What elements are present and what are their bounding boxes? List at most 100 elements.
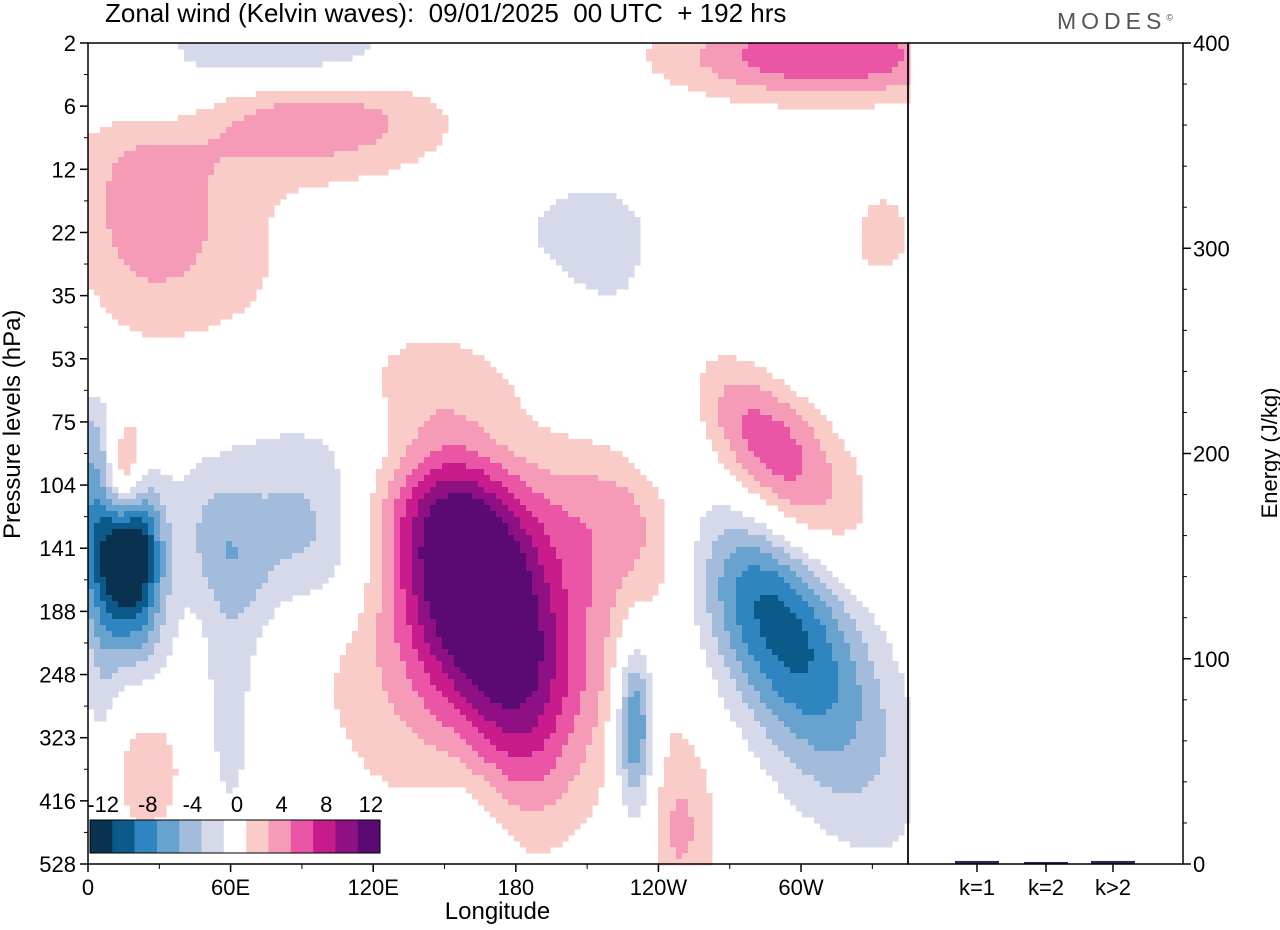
heat-cell xyxy=(442,451,449,458)
heat-cell xyxy=(460,613,467,620)
heat-cell xyxy=(448,631,455,638)
heat-cell xyxy=(142,619,149,626)
heat-cell xyxy=(436,607,443,614)
heat-cell xyxy=(490,775,497,782)
heat-cell xyxy=(436,415,443,422)
heat-cell xyxy=(382,613,389,620)
heat-cell xyxy=(478,739,485,746)
heat-cell xyxy=(238,673,245,680)
heat-cell xyxy=(316,541,323,548)
heat-cell xyxy=(502,415,509,422)
heat-cell xyxy=(478,361,485,368)
heat-cell xyxy=(196,133,203,140)
heat-cell xyxy=(406,379,413,386)
heat-cell xyxy=(166,253,173,260)
heat-cell xyxy=(328,55,335,62)
heat-cell xyxy=(214,721,221,728)
heat-cell xyxy=(274,121,281,128)
heat-cell xyxy=(502,529,509,536)
heat-cell xyxy=(334,145,341,152)
heat-cell xyxy=(154,511,161,518)
heat-cell xyxy=(406,649,413,656)
heat-cell xyxy=(286,541,293,548)
heat-cell xyxy=(340,703,347,710)
heat-cell xyxy=(304,133,311,140)
heat-cell xyxy=(472,517,479,524)
heat-cell xyxy=(400,349,407,356)
heat-cell xyxy=(172,523,179,530)
heat-cell xyxy=(382,547,389,554)
heat-cell xyxy=(466,481,473,488)
heat-cell xyxy=(442,121,449,128)
heat-cell xyxy=(130,313,137,320)
heat-cell xyxy=(136,169,143,176)
heat-cell xyxy=(268,559,275,566)
heat-cell xyxy=(370,685,377,692)
heat-cell xyxy=(472,397,479,404)
heat-cell xyxy=(370,649,377,656)
heat-cell xyxy=(358,97,365,104)
heat-cell xyxy=(124,589,131,596)
heat-cell xyxy=(190,523,197,530)
heat-cell xyxy=(214,589,221,596)
heat-cell xyxy=(154,613,161,620)
heat-cell xyxy=(376,589,383,596)
heat-cell xyxy=(202,163,209,170)
heat-cell xyxy=(166,529,173,536)
heat-cell xyxy=(244,613,251,620)
heat-cell xyxy=(502,565,509,572)
heat-cell xyxy=(424,451,431,458)
heat-cell xyxy=(226,703,233,710)
heat-cell xyxy=(244,133,251,140)
heat-cell xyxy=(442,493,449,500)
heat-cell xyxy=(100,595,107,602)
heat-cell xyxy=(136,793,143,800)
heat-cell xyxy=(118,655,125,662)
heat-cell xyxy=(370,499,377,506)
heat-cell xyxy=(220,175,227,182)
heat-cell xyxy=(244,649,251,656)
heat-cell xyxy=(298,433,305,440)
heat-cell xyxy=(178,145,185,152)
heat-cell xyxy=(382,703,389,710)
heat-cell xyxy=(262,91,269,98)
heat-cell xyxy=(460,427,467,434)
heat-cell xyxy=(406,409,413,416)
heat-cell xyxy=(466,667,473,674)
heat-cell xyxy=(184,505,191,512)
heat-cell xyxy=(112,643,119,650)
heat-cell xyxy=(124,799,131,806)
heat-cell xyxy=(286,433,293,440)
heat-cell xyxy=(184,511,191,518)
heat-cell xyxy=(160,535,167,542)
heat-cell xyxy=(118,145,125,152)
heat-cell xyxy=(394,133,401,140)
heat-cell xyxy=(268,91,275,98)
heat-cell xyxy=(400,133,407,140)
heat-cell xyxy=(226,523,233,530)
heat-cell xyxy=(298,589,305,596)
heat-cell xyxy=(136,805,143,812)
heat-cell xyxy=(430,367,437,374)
heat-cell xyxy=(346,691,353,698)
heat-cell xyxy=(88,229,95,236)
heat-cell xyxy=(214,595,221,602)
heat-cell xyxy=(418,403,425,410)
heat-cell xyxy=(112,547,119,554)
heat-cell xyxy=(94,619,101,626)
heat-cell xyxy=(466,559,473,566)
heat-cell xyxy=(460,685,467,692)
heat-cell xyxy=(148,259,155,266)
heat-cell xyxy=(142,121,149,128)
heat-cell xyxy=(166,775,173,782)
heat-cell xyxy=(214,217,221,224)
heat-cell xyxy=(514,397,521,404)
heat-cell xyxy=(352,745,359,752)
heat-cell xyxy=(508,679,515,686)
heat-cell xyxy=(508,805,515,812)
heat-cell xyxy=(250,589,257,596)
heat-cell xyxy=(466,625,473,632)
heat-cell xyxy=(466,367,473,374)
heat-cell xyxy=(118,445,125,452)
